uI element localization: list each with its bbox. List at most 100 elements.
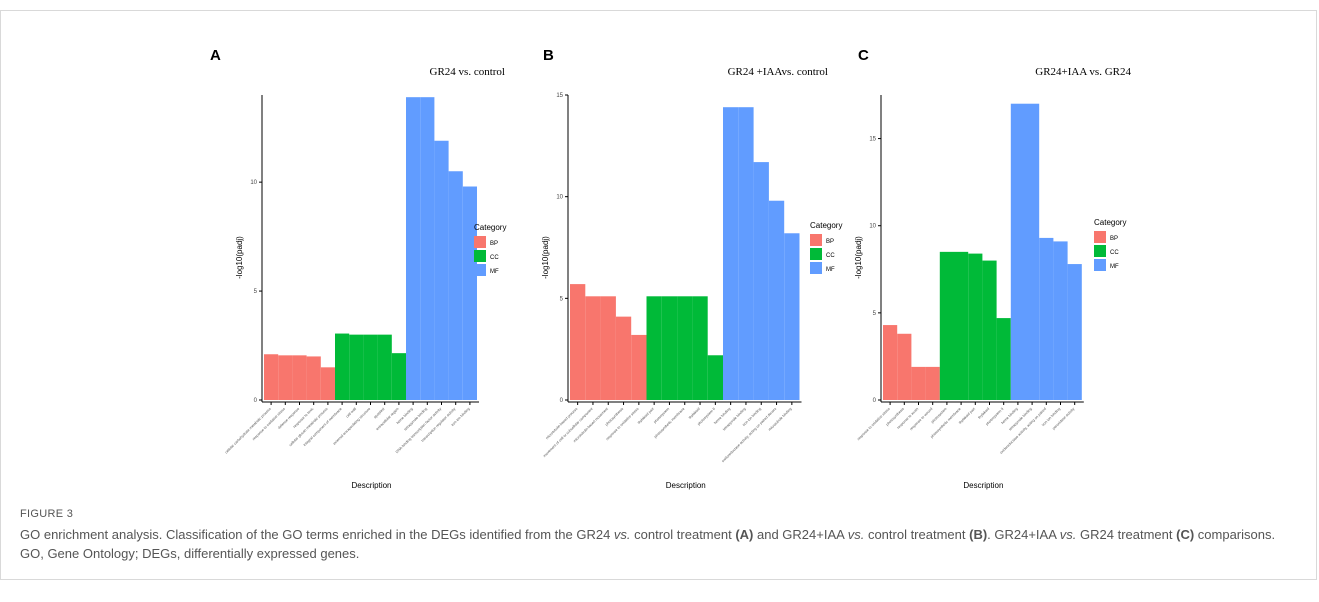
legend-label: MF (490, 269, 499, 275)
bar (897, 333, 912, 400)
legend-swatch (810, 248, 822, 260)
caption-segment: (B) (969, 527, 988, 542)
bar (631, 334, 647, 400)
figure-caption: FIGURE 3 GO enrichment analysis. Classif… (20, 508, 1300, 563)
panel-letter: C (858, 47, 869, 64)
y-axis-title: -log10(padj) (541, 236, 550, 279)
bar (661, 296, 678, 400)
bar (996, 318, 1011, 400)
bar (278, 355, 293, 400)
bar (982, 260, 997, 400)
caption-segment: (A) (735, 527, 754, 542)
bar (646, 296, 662, 400)
caption-segment: (C) (1176, 527, 1195, 542)
caption-segment: comparisons. GO, Gene Ontology; DEGs, di… (20, 527, 1276, 561)
y-axis-title: -log10(padj) (235, 236, 244, 279)
x-tick-label: oxidoreductase activity, acting on paire… (721, 407, 777, 463)
bar (768, 200, 785, 400)
bar (585, 296, 601, 400)
figure-frame (0, 10, 1317, 580)
legend: Category BP CC MF (810, 221, 842, 274)
panel-letter: B (543, 47, 554, 64)
x-tick-label: photosynthetic membrane (653, 407, 685, 439)
x-axis-title: Description (666, 481, 706, 490)
y-tick-label: 0 (873, 398, 877, 404)
x-tick-label: photosynthetic membrane (930, 407, 962, 439)
bar (911, 366, 926, 400)
figure-label: FIGURE 3 (20, 508, 74, 520)
bar (462, 186, 477, 400)
bar (707, 355, 723, 400)
x-tick-label: cell wall (345, 407, 357, 419)
legend-label: BP (490, 241, 498, 247)
legend-title: Category (474, 223, 506, 232)
caption-segment: control treatment (630, 527, 736, 542)
caption-segment: GO enrichment analysis. Classification o… (20, 527, 614, 542)
caption-segment: vs. (613, 527, 631, 542)
x-axis-title: Description (963, 481, 1003, 490)
legend-swatch (474, 264, 486, 276)
bar (738, 107, 754, 400)
legend: Category BP CC MF (1094, 218, 1126, 271)
caption-segment: vs. (847, 527, 865, 542)
y-tick-label: 0 (560, 398, 564, 404)
bar (335, 333, 350, 400)
bar (349, 334, 364, 400)
caption-segment: vs. (1059, 527, 1077, 542)
bar (723, 107, 739, 400)
bar (1039, 237, 1054, 400)
y-tick-label: 5 (254, 289, 258, 295)
legend-label: MF (1110, 264, 1119, 270)
legend-label: BP (1110, 236, 1118, 242)
bar (677, 296, 693, 400)
legend-title: Category (1094, 218, 1126, 227)
bar (753, 162, 769, 400)
legend-swatch (1094, 231, 1106, 243)
bar (420, 97, 435, 401)
legend-swatch (810, 262, 822, 274)
caption-text: GO enrichment analysis. Classification o… (20, 525, 1300, 563)
legend-swatch (1094, 245, 1106, 257)
x-tick-label: thylakoid part (637, 407, 655, 425)
legend-label: CC (826, 253, 835, 259)
bar (1067, 264, 1082, 400)
legend-label: CC (490, 255, 499, 261)
x-tick-label: thylakoid (688, 407, 701, 420)
bar (1053, 241, 1068, 400)
bar (939, 251, 954, 400)
bar (391, 353, 406, 400)
caption-segment: GR24 treatment (1076, 527, 1177, 542)
bar (377, 334, 392, 400)
x-tick-label: thylakoid (977, 407, 990, 420)
legend-label: CC (1110, 250, 1119, 256)
y-tick-label: 5 (873, 311, 877, 317)
bar (1010, 103, 1025, 401)
bar (954, 251, 969, 400)
y-tick-label: 10 (250, 180, 257, 186)
caption-segment: . GR24+IAA (987, 527, 1060, 542)
legend: Category BP CC MF (474, 223, 506, 276)
bar (406, 97, 421, 401)
bar (968, 253, 983, 400)
chart-title: GR24+IAA vs. GR24 (1035, 66, 1131, 78)
y-tick-label: 10 (556, 195, 563, 201)
bar (264, 354, 279, 400)
y-tick-label: 15 (556, 93, 563, 99)
bar (292, 355, 307, 400)
bar (883, 325, 898, 400)
x-tick-label: apoplast (373, 407, 385, 419)
x-axis-title: Description (351, 481, 391, 490)
caption-segment: and GR24+IAA (753, 527, 848, 542)
legend-swatch (1094, 259, 1106, 271)
bar (784, 233, 800, 400)
legend-label: MF (826, 267, 835, 273)
bar (1025, 103, 1040, 401)
chart-title: GR24 vs. control (430, 66, 505, 78)
legend-swatch (474, 236, 486, 248)
bar (925, 366, 940, 400)
bar (363, 334, 378, 400)
legend-swatch (810, 234, 822, 246)
